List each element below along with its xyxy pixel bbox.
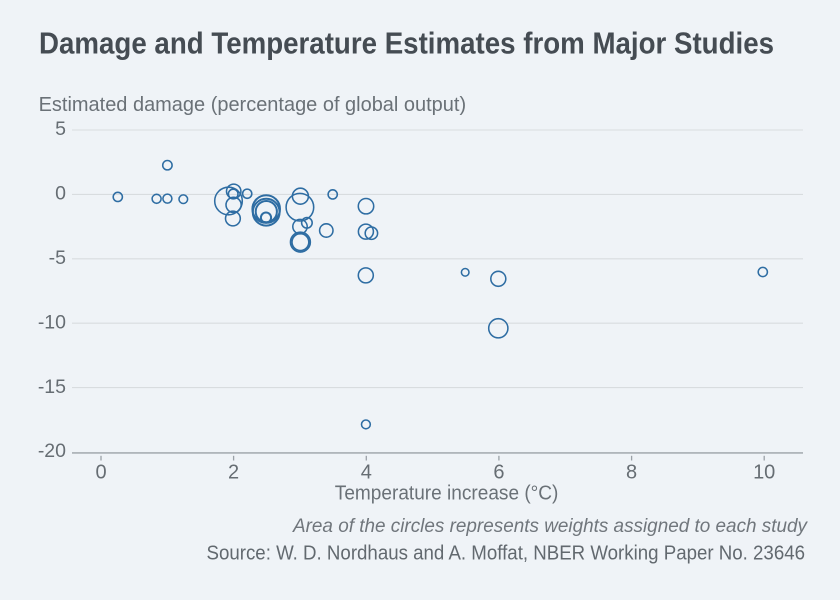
svg-text:4: 4: [361, 462, 372, 484]
svg-text:-15: -15: [38, 376, 66, 398]
svg-text:5: 5: [55, 118, 66, 140]
svg-text:Damage and Temperature Estimat: Damage and Temperature Estimates from Ma…: [39, 26, 774, 61]
svg-text:0: 0: [95, 462, 106, 484]
svg-text:2: 2: [228, 462, 239, 484]
svg-text:0: 0: [55, 183, 66, 205]
svg-text:-10: -10: [38, 311, 66, 333]
svg-text:Estimated damage (percentage o: Estimated damage (percentage of global o…: [39, 94, 467, 116]
svg-text:Area of the circles represents: Area of the circles represents weights a…: [292, 515, 808, 537]
svg-text:8: 8: [626, 462, 637, 484]
svg-text:Source: W. D. Nordhaus and A.: Source: W. D. Nordhaus and A. Moffat, NB…: [207, 543, 806, 565]
svg-text:-20: -20: [38, 440, 66, 462]
svg-text:10: 10: [753, 462, 775, 484]
svg-text:Temperature increase (°C): Temperature increase (°C): [335, 483, 559, 505]
svg-text:-5: -5: [49, 247, 66, 269]
svg-text:6: 6: [493, 462, 504, 484]
